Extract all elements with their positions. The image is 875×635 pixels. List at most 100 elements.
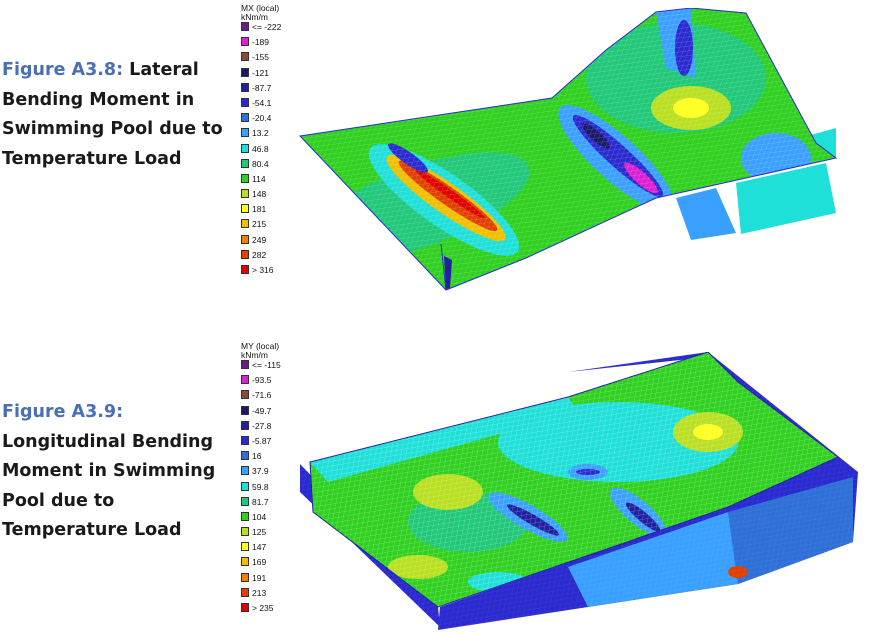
legend-entry: 59.8 (241, 481, 279, 497)
legend-swatch (241, 603, 249, 612)
legend-swatch (241, 189, 249, 199)
legend-swatch (241, 557, 249, 567)
legend-swatch (241, 158, 249, 168)
legend-value: 169 (252, 557, 267, 568)
mx-legend: MX (local) kNm/m <= -222 -189 -155 -121 -87.… (241, 4, 282, 280)
legend-value: -5.87 (252, 435, 272, 446)
legend-swatch (241, 451, 249, 461)
legend-swatch (241, 204, 249, 214)
legend-value: -49.7 (252, 405, 272, 416)
legend-swatch (241, 587, 249, 597)
legend-unit: kNm/m (241, 12, 268, 22)
legend-entry: -93.5 (241, 375, 279, 390)
legend-value: > 235 (252, 603, 274, 613)
legend-value: 13.2 (252, 128, 269, 139)
legend-swatch (241, 173, 249, 183)
legend-value: 191 (252, 572, 267, 583)
legend-value: 114 (252, 173, 266, 184)
legend-entry: 147 (241, 542, 279, 557)
figure-a3-8-caption: Figure A3.8: Lateral Bending Moment in S… (2, 56, 223, 174)
legend-value: -54.1 (252, 97, 272, 108)
legend-entry: -155 (241, 52, 279, 67)
caption-line: Longitudinal Bending (2, 431, 214, 452)
legend-entry: 104 (241, 511, 279, 527)
legend-entry: 282 (241, 249, 279, 265)
legend-value: 282 (252, 249, 267, 260)
legend-value: -20.4 (252, 113, 272, 124)
legend-entry: 215 (241, 219, 279, 234)
legend-swatch (241, 572, 249, 582)
caption-line: Bending Moment in (2, 89, 195, 110)
legend-entry: 114 (241, 173, 279, 189)
legend-swatch (241, 52, 249, 62)
legend-swatch (241, 435, 249, 445)
legend-swatch (241, 22, 249, 31)
legend-value: 46.8 (252, 143, 269, 154)
legend-value: 59.8 (252, 481, 269, 492)
legend-value: -189 (252, 37, 270, 48)
legend-value: -93.5 (252, 375, 272, 386)
legend-entry: -27.8 (241, 420, 279, 436)
caption-line: Temperature Load (2, 148, 182, 169)
legend-swatch (241, 511, 249, 521)
legend-value: -71.6 (252, 390, 272, 401)
legend-entry: -5.87 (241, 435, 279, 451)
legend-swatch (241, 97, 249, 107)
legend-entry: -54.1 (241, 97, 279, 113)
legend-value: 213 (252, 587, 267, 598)
legend-entry: 80.4 (241, 158, 279, 174)
legend-value: 81.7 (252, 496, 269, 507)
pool-corner-post (444, 256, 452, 289)
legend-swatch (241, 481, 249, 491)
legend-value: 148 (252, 189, 267, 200)
legend-entry: 13.2 (241, 128, 279, 143)
legend-value: 215 (252, 219, 267, 230)
legend-entry: 213 (241, 587, 279, 603)
legend-value: 249 (252, 234, 267, 245)
caption-line: Moment in Swimming (2, 461, 216, 481)
legend-swatch (241, 466, 249, 476)
legend-swatch (241, 496, 249, 506)
legend-swatch (241, 67, 249, 77)
legend-entry: 16 (241, 451, 279, 466)
legend-entry: 148 (241, 189, 279, 204)
legend-entry: -189 (241, 37, 279, 52)
legend-entry: 169 (241, 557, 279, 572)
legend-entry: 37.9 (241, 466, 279, 481)
figure-a3-9-caption: Figure A3.9: Longitudinal Bending Moment… (2, 398, 215, 546)
legend-swatch (241, 37, 249, 47)
legend-entry: 249 (241, 234, 279, 250)
legend-entry: 125 (241, 527, 279, 542)
legend-swatch (241, 128, 249, 138)
legend-value: 16 (252, 451, 262, 462)
legend-entry: 81.7 (241, 496, 279, 512)
mx-contour-plot (298, 8, 838, 291)
legend-swatch (241, 375, 249, 385)
legend-swatch (241, 219, 249, 229)
legend-swatch (241, 390, 249, 400)
legend-swatch (241, 527, 249, 537)
legend-value: 181 (252, 204, 267, 215)
legend-entry: > 235 (241, 603, 279, 618)
legend-swatch (241, 542, 249, 552)
legend-swatch (241, 249, 249, 259)
legend-value: 80.4 (252, 158, 269, 169)
legend-value: <= -222 (252, 22, 282, 32)
figure-number: Figure A3.9: (2, 402, 124, 422)
legend-entry: <= -222 (241, 22, 282, 37)
legend-value: -87.7 (252, 82, 272, 93)
legend-value: 37.9 (252, 466, 269, 477)
figure-number: Figure A3.8: (2, 60, 124, 80)
caption-line: Pool due to (2, 490, 115, 511)
legend-entry: 191 (241, 572, 279, 588)
legend-swatch (241, 360, 249, 369)
legend-entry: 46.8 (241, 143, 279, 159)
legend-entry: -87.7 (241, 82, 279, 98)
legend-entry: <= -115 (241, 360, 281, 375)
legend-entry: -121 (241, 67, 279, 83)
legend-value: -27.8 (252, 420, 272, 431)
legend-value: 147 (252, 542, 267, 553)
legend-entry: 181 (241, 204, 279, 219)
my-legend: MY (local) kNm/m <= -115 -93.5 -71.6 -49.7 -… (241, 342, 281, 618)
legend-entry: -71.6 (241, 390, 279, 405)
